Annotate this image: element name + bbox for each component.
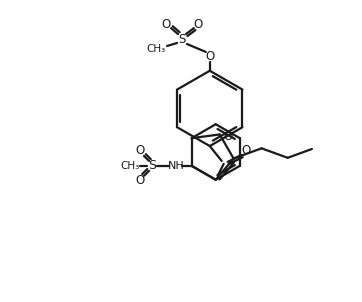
Text: S: S <box>178 33 186 46</box>
Text: O: O <box>223 130 232 143</box>
Text: O: O <box>135 174 145 187</box>
Text: S: S <box>148 159 156 172</box>
Text: O: O <box>161 18 171 31</box>
Text: O: O <box>205 50 214 63</box>
Text: O: O <box>193 18 202 31</box>
Text: O: O <box>241 144 250 158</box>
Text: CH₃: CH₃ <box>147 44 166 54</box>
Text: NH: NH <box>167 161 184 171</box>
Text: O: O <box>135 144 145 158</box>
Text: CH₃: CH₃ <box>121 161 140 171</box>
